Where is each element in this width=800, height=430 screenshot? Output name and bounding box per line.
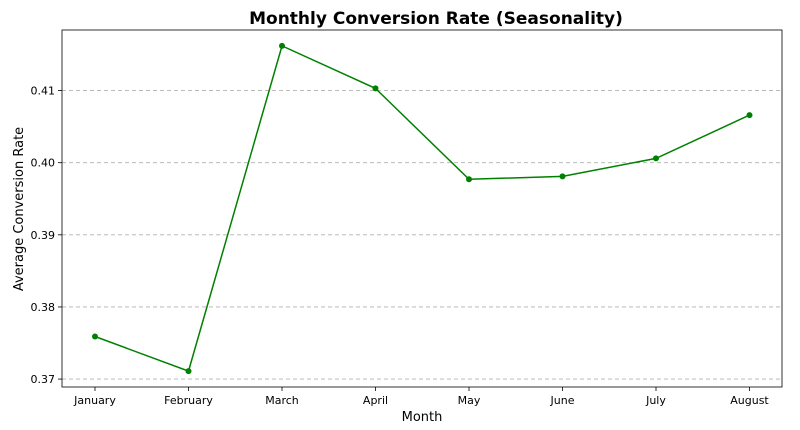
y-tick-label-3: 0.40: [31, 157, 56, 170]
x-tick-label-4: May: [458, 394, 481, 407]
y-tick-label-2: 0.39: [31, 229, 56, 242]
x-tick-label-7: August: [730, 394, 769, 407]
x-tick-label-0: January: [73, 394, 116, 407]
data-point-march: [279, 42, 285, 49]
y-tick-label-1: 0.38: [31, 301, 56, 314]
data-point-february: [185, 368, 192, 375]
series-layer: [92, 42, 753, 375]
x-axis-ticks: January February March April May June July Augu…: [73, 387, 769, 407]
data-point-july: [653, 155, 659, 162]
data-point-may: [466, 176, 472, 183]
grid-lines: [62, 90, 782, 380]
plot-frame: [61, 29, 783, 388]
x-tick-label-6: July: [645, 394, 666, 407]
y-axis-ticks: 0.37 0.38 0.39 0.40 0.41: [31, 85, 62, 386]
data-point-january: [92, 333, 98, 340]
x-tick-label-5: June: [550, 394, 575, 407]
y-tick-label-4: 0.41: [31, 85, 56, 98]
y-axis-label: Average Conversion Rate: [12, 127, 27, 291]
y-tick-label-0: 0.37: [31, 373, 56, 386]
data-point-april: [372, 85, 379, 92]
x-axis-label: Month: [402, 410, 443, 425]
data-point-june: [559, 173, 566, 180]
data-point-august: [746, 112, 753, 119]
chart-title: Monthly Conversion Rate (Seasonality): [249, 9, 623, 29]
series-line-0: [94, 44, 750, 373]
x-tick-label-1: February: [164, 394, 213, 407]
x-tick-label-3: April: [363, 394, 388, 407]
x-tick-label-2: March: [265, 394, 299, 407]
